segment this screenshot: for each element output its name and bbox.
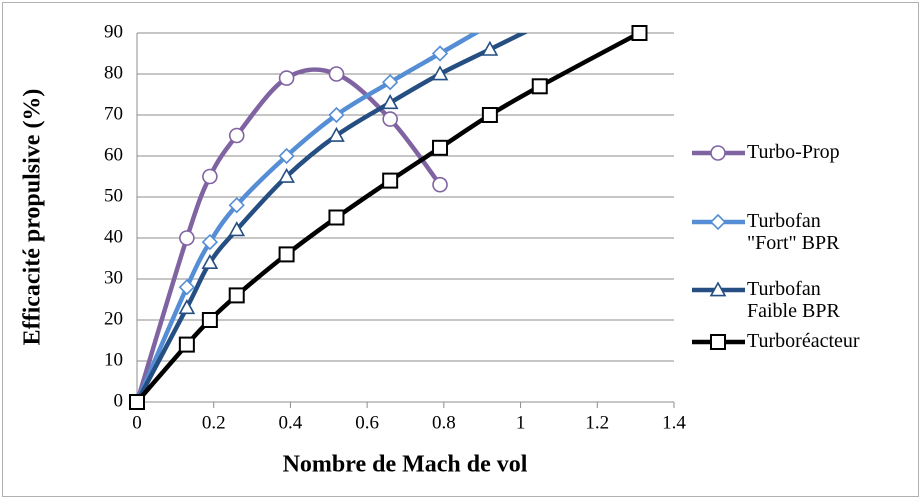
marker [481,40,499,56]
marker [709,213,727,231]
marker [179,230,195,246]
marker [129,394,145,410]
marker [328,66,345,82]
marker [178,279,195,296]
legend-label: Turbo-Prop [747,141,840,163]
marker [709,281,727,297]
x-tick-label: 1 [516,412,526,433]
x-axis-title: Nombre de Mach de vol [283,452,528,478]
x-tick-label: 0.4 [279,412,303,433]
x-tick-label: 0 [132,412,142,433]
x-tick-label: 0.6 [355,412,379,433]
marker [382,172,399,189]
y-tick-label: 50 [104,185,123,206]
marker [201,253,219,270]
x-tick-label: 0.8 [432,412,456,433]
marker [381,94,399,110]
marker [631,25,648,41]
marker [432,176,448,193]
marker [481,107,498,123]
y-tick-label: 30 [104,267,123,288]
y-tick-label: 70 [104,103,123,124]
marker [202,168,218,185]
marker [201,233,219,251]
marker [228,127,245,144]
x-tick-label: 0.2 [202,412,226,433]
y-tick-label: 0 [114,390,124,411]
marker [278,167,295,183]
marker [431,45,449,62]
marker [328,209,345,226]
y-tick-label: 60 [104,144,123,165]
y-tick-label: 20 [104,308,123,329]
y-tick-label: 90 [104,21,123,42]
marker [278,246,295,263]
marker [278,147,295,165]
marker [278,70,295,86]
marker [178,336,195,353]
marker [328,126,345,142]
marker [432,139,449,156]
marker [201,312,218,328]
marker [382,74,399,91]
legend-label: Turbofan "Fort" BPR [747,210,840,254]
y-tick-label: 80 [104,62,123,83]
marker [178,299,196,315]
y-axis-title: Efficacité propulsive (%) [20,89,46,346]
marker [710,145,726,161]
x-tick-label: 1.4 [662,412,686,433]
marker [531,78,548,95]
marker [710,334,726,350]
x-tick-label: 1.2 [585,412,609,433]
marker [228,197,245,214]
legend-label: Turboréacteur [747,330,860,352]
marker [382,111,398,127]
y-tick-label: 40 [104,226,123,247]
marker [328,106,345,124]
y-tick-label: 10 [104,349,123,370]
marker [431,65,449,81]
marker [228,287,245,304]
series-line [137,33,529,404]
legend-label: Turbofan Faible BPR [747,278,840,322]
marker [228,221,246,237]
